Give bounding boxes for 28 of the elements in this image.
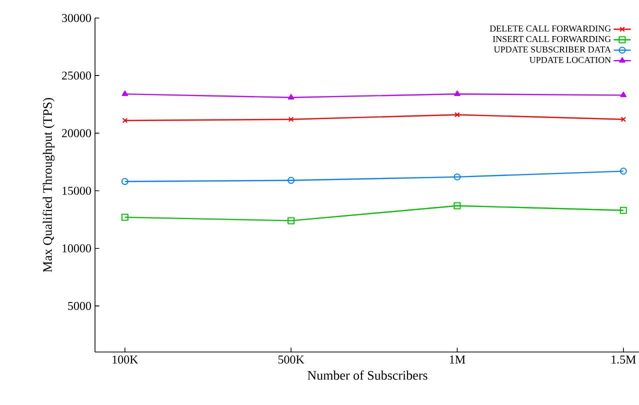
point bbox=[288, 94, 294, 100]
y-tick-label: 20000 bbox=[62, 129, 92, 138]
y-tick-label: 5000 bbox=[68, 302, 92, 310]
point bbox=[288, 176, 295, 184]
point bbox=[288, 116, 294, 122]
x-tick-label: 1.5M bbox=[612, 356, 636, 364]
x-tick-label: 1M bbox=[450, 356, 466, 364]
point bbox=[122, 90, 128, 96]
x-axis-title: Number of Subscribers bbox=[308, 370, 428, 380]
x-tick-label: 100K bbox=[112, 356, 138, 364]
legend-label: UPDATE LOCATION bbox=[530, 56, 611, 63]
y-tick-label: 10000 bbox=[62, 244, 92, 252]
legend-label: UPDATE SUBSCRIBER DATA bbox=[494, 46, 612, 53]
y-axis-title: Max Qualified Throughput (TPS) bbox=[42, 98, 55, 272]
point bbox=[288, 217, 295, 224]
point bbox=[121, 214, 128, 221]
point bbox=[454, 112, 460, 118]
y-tick-label: 25000 bbox=[62, 72, 92, 80]
point bbox=[620, 92, 626, 98]
y-tick-label: 30000 bbox=[62, 14, 92, 22]
y-tick-label: 15000 bbox=[62, 186, 92, 195]
point bbox=[620, 206, 627, 214]
point bbox=[454, 90, 460, 96]
legend-label: INSERT CALL FORWARDING bbox=[492, 36, 611, 42]
x-tick-label: 500K bbox=[278, 356, 304, 364]
point bbox=[454, 173, 461, 180]
legend-label: DELETE CALL FORWARDING bbox=[490, 26, 611, 32]
point bbox=[454, 202, 461, 210]
